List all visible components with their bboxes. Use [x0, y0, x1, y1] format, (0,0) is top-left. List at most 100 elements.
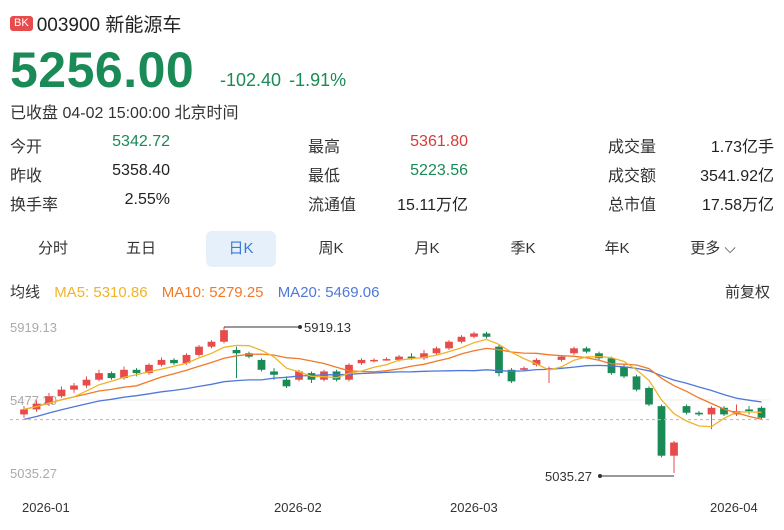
stat-value: 5361.80: [410, 133, 468, 150]
ma-legend: 均线 MA5: 5310.86 MA10: 5279.25 MA20: 5469…: [10, 281, 389, 302]
stat-value: 2.55%: [124, 191, 170, 208]
stat-label: 昨收: [10, 168, 43, 185]
candle-body: [432, 348, 441, 354]
stat-label: 总市值: [608, 197, 657, 214]
tab-7[interactable]: 更多 ⌵: [690, 240, 736, 257]
candle-body: [170, 359, 178, 364]
candle-body: [557, 356, 566, 360]
price-change: -102.40 -1.91%: [220, 70, 354, 91]
candle-body: [645, 387, 653, 405]
max-dot: [298, 325, 302, 329]
min-dot: [598, 474, 602, 478]
stat-value: 5342.72: [112, 133, 170, 150]
candle-body: [757, 407, 766, 418]
tab-0[interactable]: 分时: [37, 240, 68, 257]
tab-5[interactable]: 季K: [510, 240, 536, 257]
candle-body: [95, 373, 103, 380]
candle-body: [582, 348, 591, 352]
stat-label: 最高: [308, 139, 341, 156]
candle-body: [507, 369, 516, 382]
stat-4: 最低 5223.56: [308, 162, 468, 185]
candle-body: [207, 341, 216, 347]
candle-body: [620, 366, 628, 377]
candle-body: [707, 407, 716, 415]
candle-body: [395, 356, 403, 360]
tab-2[interactable]: 日K: [206, 231, 276, 267]
stat-value: 5358.40: [112, 162, 170, 179]
tab-3[interactable]: 周K: [318, 240, 344, 257]
stat-0: 今开 5342.72: [10, 133, 170, 156]
stat-value: 15.11万亿: [397, 197, 468, 214]
stat-8: 总市值 17.58万亿: [608, 191, 774, 214]
market-status: 已收盘 04-02 15:00:00 北京时间: [10, 105, 239, 122]
stat-value: 1.73亿手: [710, 139, 774, 156]
candle-body: [457, 336, 466, 342]
x-tick-label: 2026-03: [450, 500, 498, 515]
candle-body: [670, 442, 678, 456]
candle-body: [57, 389, 66, 397]
candle-body: [520, 368, 528, 370]
candle-body: [570, 348, 578, 354]
stat-label: 最低: [308, 168, 341, 185]
candle-body: [482, 333, 491, 337]
candle-body: [357, 359, 366, 364]
candle-body: [532, 359, 541, 365]
stat-value: 3541.92亿: [700, 168, 774, 185]
candle-body: [195, 346, 203, 355]
tab-4[interactable]: 月K: [414, 240, 440, 257]
board-badge: BK: [10, 15, 33, 31]
y-tick-label: 5919.13: [10, 320, 57, 335]
stat-label: 成交额: [608, 168, 657, 185]
stat-3: 昨收 5358.40: [10, 162, 170, 185]
stat-5: 成交额 3541.92亿: [608, 162, 774, 185]
stat-7: 流通值 15.11万亿: [308, 191, 468, 214]
change-amount: -102.40: [220, 70, 282, 90]
ma5-line: [23, 338, 762, 428]
candle-body: [257, 359, 266, 370]
ma10-line: [23, 347, 762, 420]
candle-body: [720, 407, 728, 415]
candle-body: [445, 341, 453, 349]
x-tick-label: 2026-01: [22, 500, 70, 515]
candle-body: [82, 379, 91, 386]
adjust-toggle[interactable]: 前复权: [724, 284, 770, 301]
candle-body: [320, 371, 328, 380]
stat-value: 5223.56: [410, 162, 468, 179]
stat-label: 流通值: [308, 197, 357, 214]
candle-body: [145, 364, 153, 374]
stock-title: 003900 新能源车: [36, 14, 182, 36]
quote-header: BK 003900 新能源车: [10, 10, 181, 36]
ma10-value: MA10: 5279.25: [161, 284, 264, 301]
candle-body: [695, 412, 703, 415]
candle-body: [232, 349, 241, 354]
stat-6: 换手率 2.55%: [10, 191, 170, 214]
ma5-value: MA5: 5310.86: [54, 284, 148, 301]
candle-body: [120, 369, 128, 379]
ma20-line: [23, 364, 762, 421]
candle-body: [420, 353, 428, 359]
candle-body: [370, 359, 378, 362]
min-label: 5035.27: [545, 469, 592, 484]
candle-body: [407, 356, 416, 359]
candle-body: [632, 376, 641, 390]
candle-body: [132, 369, 141, 374]
tab-1[interactable]: 五日: [125, 240, 156, 257]
max-label: 5919.13: [304, 320, 351, 335]
x-tick-label: 2026-02: [274, 500, 322, 515]
candle-body: [382, 359, 391, 361]
x-tick-label: 2026-04: [710, 500, 758, 515]
candle-body: [682, 406, 691, 413]
candle-body: [657, 406, 666, 456]
last-price: 5256.00: [10, 42, 195, 98]
candle-body: [745, 409, 753, 412]
candle-body: [182, 354, 191, 364]
y-tick-label: 5035.27: [10, 466, 57, 481]
tab-6[interactable]: 年K: [604, 240, 630, 257]
candle-body: [107, 373, 116, 379]
candle-body: [20, 409, 28, 415]
candle-body: [45, 396, 53, 404]
stat-value: 17.58万亿: [701, 197, 774, 214]
stat-1: 最高 5361.80: [308, 133, 468, 156]
stat-label: 换手率: [10, 197, 59, 214]
